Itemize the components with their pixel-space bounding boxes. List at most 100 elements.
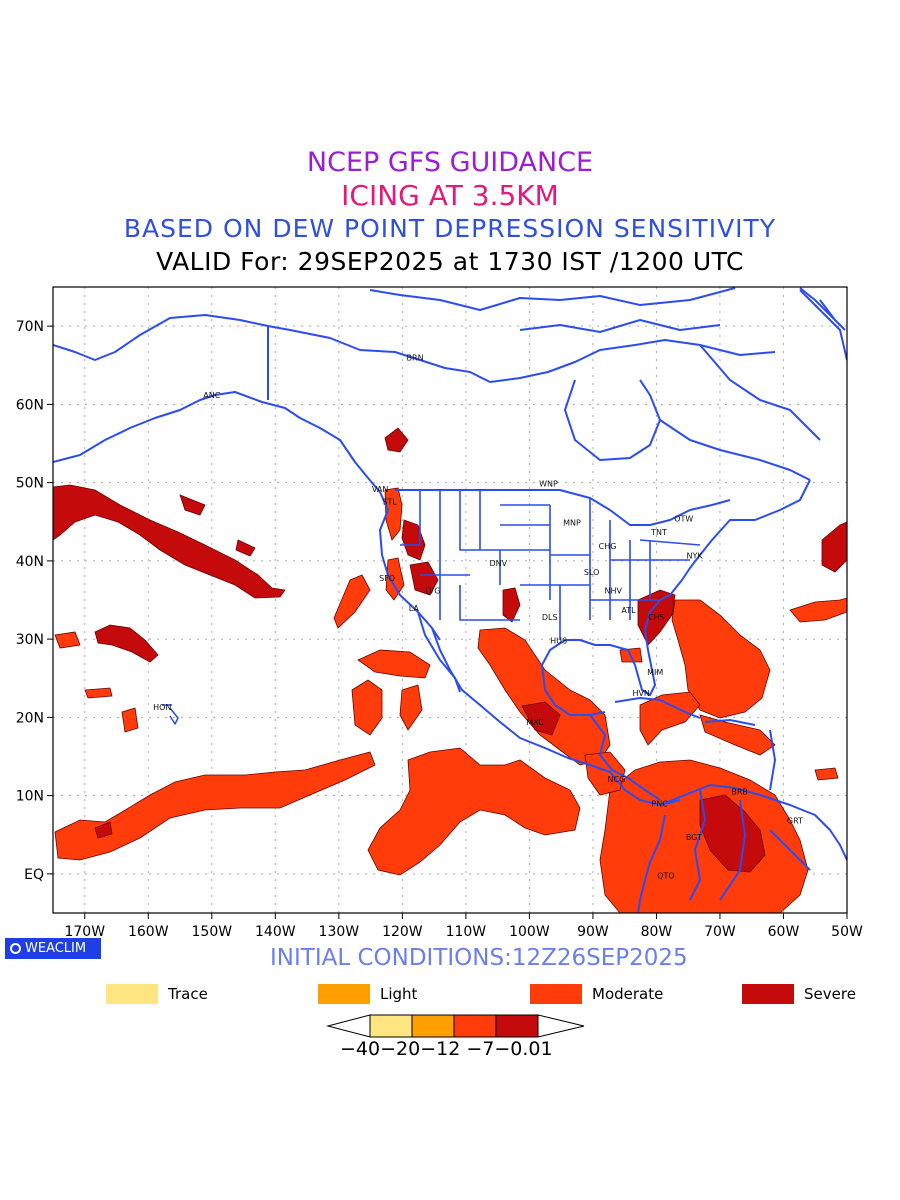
stations: ANC BRN VAN STL WNP MNP TNT OTW CHG NYK DNV SFO LVG S… — [153, 353, 803, 880]
icing-area-atlantic-east — [789, 597, 847, 623]
colorbar — [326, 1014, 585, 1038]
icing-area-hawaii-west — [54, 631, 81, 649]
legend-label: Severe — [804, 984, 856, 1003]
coastline-greenland — [799, 287, 846, 331]
station-label: WNP — [539, 479, 558, 488]
us-state-lines — [400, 490, 701, 640]
legend-label: Trace — [168, 984, 208, 1003]
icing-area-atlantic-storm — [671, 599, 771, 719]
lat-label: 40N — [16, 554, 44, 570]
lat-label: 30N — [16, 632, 44, 648]
icing-area-sa-severe — [699, 794, 766, 873]
station-label: HVN — [632, 689, 649, 698]
legend-swatch — [106, 983, 158, 1004]
station-label: ANC — [203, 391, 220, 400]
icing-area-north-pacific-2 — [179, 494, 206, 516]
badge-label: WEACLIM — [25, 941, 87, 956]
map-axes: 70N 60N 50N 40N 30N 20N 10N EQ 170W 160W 150W 140W 1… — [16, 319, 863, 940]
station-label: NYK — [686, 551, 703, 560]
station-label: MIM — [647, 668, 663, 677]
lat-label: 50N — [16, 476, 44, 492]
chart-subtitle: ICING AT 3.5KM — [341, 179, 559, 212]
lat-label: 20N — [16, 710, 44, 726]
coastline-central-america — [589, 714, 661, 801]
colorbar-cell — [495, 1014, 539, 1038]
station-label: PNC — [651, 799, 668, 808]
icing-area-caribbean — [639, 691, 701, 746]
legend-light: Light — [318, 983, 417, 1004]
icing-area-southeast-us — [637, 589, 676, 646]
station-label: SLO — [584, 568, 600, 577]
coastline-south-america — [637, 784, 847, 913]
us-canada-border — [395, 489, 731, 526]
icing-area-nova-scotia — [821, 521, 847, 573]
station-label: BRB — [731, 788, 748, 797]
station-label: STL — [382, 497, 397, 506]
legend-trace: Trace — [106, 983, 208, 1004]
icing-area-atlantic-tail — [699, 714, 776, 756]
station-label: BRN — [407, 353, 424, 362]
station-label: OTW — [674, 515, 693, 524]
station-label: TNT — [650, 528, 667, 537]
station-label: BGT — [686, 833, 702, 842]
icing-area-sw-coast — [333, 574, 371, 629]
icing-area-south-america — [599, 759, 809, 913]
lon-label: 130W — [319, 924, 360, 940]
station-label: QTO — [657, 871, 674, 880]
station-label: SFO — [379, 574, 395, 583]
colorbar-cell — [453, 1014, 497, 1038]
lon-label: 100W — [509, 924, 550, 940]
icing-area-alaska — [384, 427, 409, 453]
icing-area-epac-3 — [399, 684, 423, 731]
icing-area-epac-2 — [351, 679, 383, 736]
icing-area-hawaii-isl2 — [121, 707, 139, 733]
icing-areas — [53, 427, 847, 913]
icing-area-colorado — [502, 587, 521, 623]
icing-area-mexico-severe — [521, 701, 561, 736]
icing-area-central-america — [584, 751, 626, 796]
lon-label: 70W — [704, 924, 736, 940]
station-label: MXC — [526, 718, 544, 727]
lat-label: 60N — [16, 397, 44, 413]
station-label: NHV — [605, 587, 623, 596]
icing-area-great-basin — [409, 561, 439, 596]
coastline-hawaii — [162, 704, 179, 725]
weaclim-badge: WEACLIM — [5, 938, 101, 959]
icing-area-epac-1 — [357, 649, 431, 679]
station-label: CHS — [648, 613, 665, 622]
station-label: VAN — [372, 485, 388, 494]
legend-moderate: Moderate — [530, 983, 663, 1004]
colorbar-right-arrow — [537, 1014, 585, 1038]
station-label: HON — [153, 703, 171, 712]
lon-label: 120W — [382, 924, 423, 940]
lon-label: 60W — [768, 924, 800, 940]
coastlines-and-borders — [53, 287, 847, 913]
valid-time: VALID For: 29SEP2025 at 1730 IST /1200 U… — [156, 247, 744, 276]
icing-area-north-pacific-3 — [235, 539, 256, 557]
lon-label: 170W — [64, 924, 105, 940]
lon-label: 160W — [128, 924, 169, 940]
lon-label: 140W — [255, 924, 296, 940]
station-label: GRT — [787, 817, 803, 826]
station-label: MNP — [563, 519, 581, 528]
icing-area-itcz-west — [54, 751, 376, 861]
logo-ring-icon — [10, 943, 21, 954]
lat-label: EQ — [24, 867, 44, 883]
icing-area-atlantic-small — [814, 767, 839, 781]
station-label: CHG — [599, 542, 617, 551]
icing-area-itcz-east — [367, 747, 581, 876]
lon-label: 80W — [641, 924, 673, 940]
colorbar-ticks: −40−20−12 −7−0.01 — [340, 1038, 553, 1060]
initial-conditions: INITIAL CONDITIONS:12Z26SEP2025 — [270, 945, 688, 971]
coastline-baja — [417, 611, 461, 693]
coastline-arctic — [369, 287, 776, 383]
station-label: HUS — [550, 637, 567, 646]
legend-swatch — [530, 983, 582, 1004]
station-label: LA — [409, 604, 420, 613]
coastline-us-west — [379, 491, 681, 806]
legend-swatch — [318, 983, 370, 1004]
colorbar-cell — [411, 1014, 455, 1038]
station-label: ATL — [621, 606, 636, 615]
coastline-cuba — [614, 697, 776, 791]
border-south-america — [689, 789, 811, 901]
